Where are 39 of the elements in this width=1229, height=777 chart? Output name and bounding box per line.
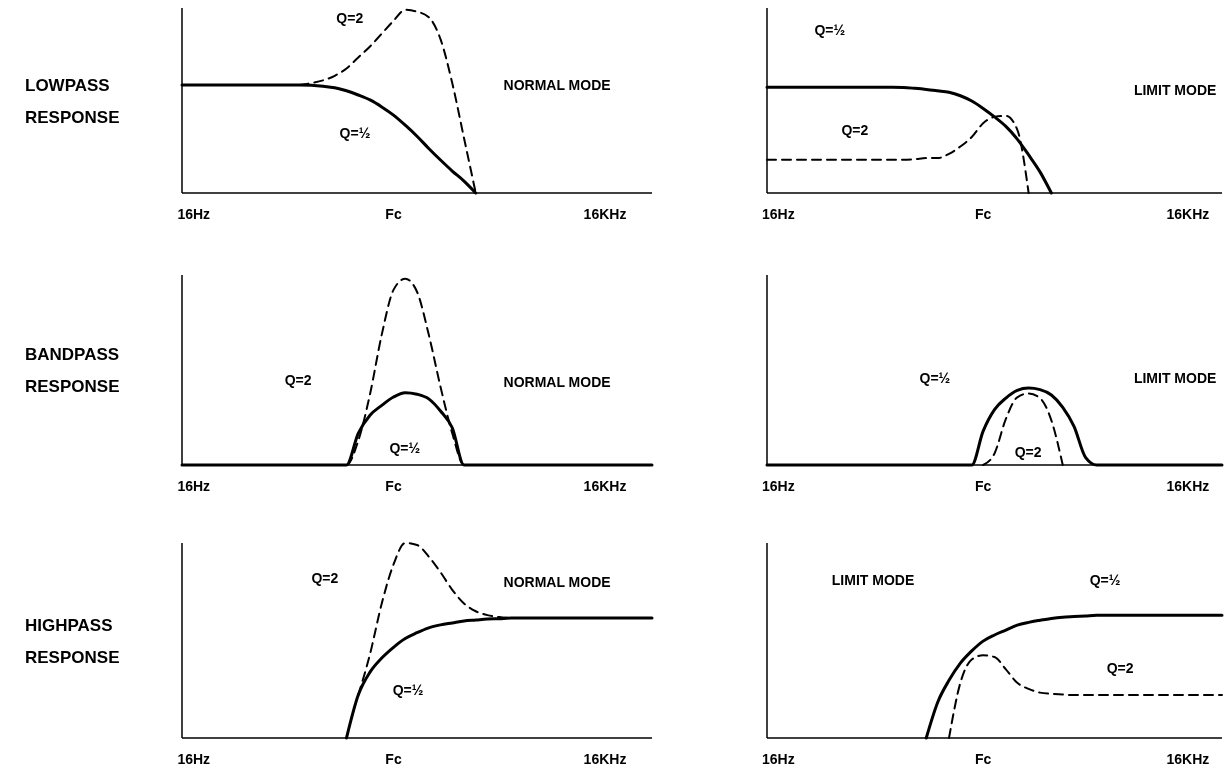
- x-tick-label: Fc: [385, 478, 402, 494]
- x-tick-label: 16Hz: [762, 478, 795, 494]
- x-tick-label: 16KHz: [583, 478, 627, 494]
- x-tick-label: Fc: [974, 206, 992, 222]
- annotation: Q=½: [339, 125, 371, 142]
- annotation: NORMAL MODE: [503, 373, 611, 390]
- x-tick-label: 16Hz: [177, 751, 211, 767]
- x-tick-label: Fc: [385, 751, 402, 767]
- x-tick-label: 16Hz: [762, 751, 795, 767]
- annotation: NORMAL MODE: [503, 76, 611, 93]
- annotation: NORMAL MODE: [503, 574, 611, 590]
- x-tick-label: 16KHz: [1166, 206, 1210, 222]
- x-tick-label: Fc: [974, 478, 992, 494]
- x-tick-label: 16KHz: [1166, 478, 1210, 494]
- text: BANDPASS RESPONSE: [25, 345, 120, 396]
- annotation: Q=½: [392, 682, 424, 699]
- x-tick-label: 16Hz: [177, 478, 211, 494]
- x-tick-label: 16KHz: [583, 206, 627, 222]
- annotation: LIMIT MODE: [1133, 81, 1217, 98]
- x-tick-label: 16Hz: [177, 206, 211, 222]
- text: Q=½: [919, 369, 951, 386]
- x-tick-label: 16KHz: [1166, 751, 1210, 767]
- text: LOWPASS RESPONSE: [25, 75, 120, 127]
- annotation: Q=2: [284, 372, 312, 389]
- x-tick-label: 16Hz: [762, 206, 795, 222]
- text: LIMIT MODE: [831, 572, 915, 589]
- annotation: Q=2: [841, 121, 869, 138]
- annotation: Q=2: [336, 9, 364, 26]
- x-tick-label: Fc: [385, 206, 402, 222]
- text: Q=½: [1089, 572, 1121, 589]
- annotation: Q=2: [1106, 659, 1134, 676]
- annotation: Q=½: [389, 440, 421, 457]
- annotation: Q=2: [1014, 444, 1042, 461]
- text: LIMIT MODE: [1133, 369, 1217, 386]
- text: HIGHPASS RESPONSE: [25, 615, 120, 667]
- annotation: Q=2: [311, 569, 339, 586]
- x-tick-label: Fc: [974, 751, 992, 767]
- text: Q=½: [814, 22, 846, 39]
- x-tick-label: 16KHz: [583, 751, 627, 767]
